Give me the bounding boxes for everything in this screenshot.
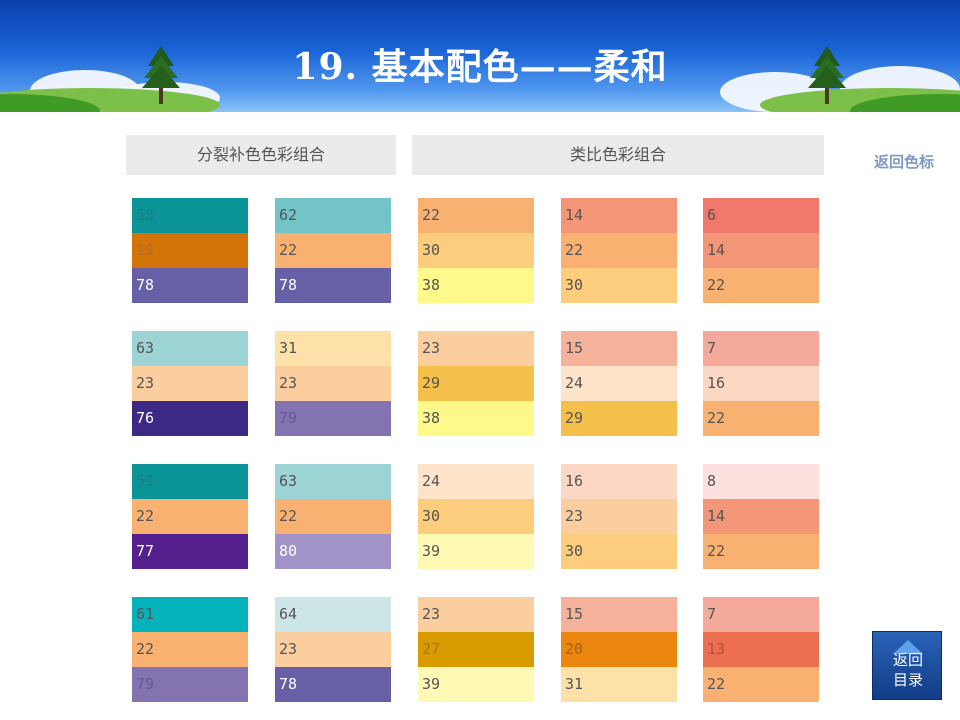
- color-swatch: 23: [418, 597, 534, 632]
- color-swatch: 31: [561, 667, 677, 702]
- color-palette: 14 22 30: [561, 198, 677, 303]
- color-palette: 24 30 39: [418, 464, 534, 569]
- color-swatch: 7: [703, 331, 819, 366]
- back-to-contents-button[interactable]: 返回 目录: [872, 631, 942, 700]
- color-swatch: 23: [275, 366, 391, 401]
- color-palette: 15 24 29: [561, 331, 677, 436]
- color-swatch: 22: [275, 499, 391, 534]
- color-swatch: 22: [418, 198, 534, 233]
- color-palette: 62 22 78: [275, 198, 391, 303]
- color-swatch: 39: [418, 667, 534, 702]
- color-palette: 15 20 31: [561, 597, 677, 702]
- color-swatch: 14: [561, 198, 677, 233]
- color-swatch: 39: [418, 534, 534, 569]
- tree-icon: [142, 46, 180, 104]
- color-swatch: 78: [275, 667, 391, 702]
- color-swatch: 78: [132, 268, 248, 303]
- color-palette: 8 14 22: [703, 464, 819, 569]
- color-palette: 6 14 22: [703, 198, 819, 303]
- color-swatch: 15: [561, 597, 677, 632]
- color-palette: 23 29 38: [418, 331, 534, 436]
- color-swatch: 8: [703, 464, 819, 499]
- hill: [0, 94, 100, 112]
- color-swatch: 14: [703, 499, 819, 534]
- color-swatch: 30: [561, 268, 677, 303]
- home-arrow-icon: [893, 640, 923, 654]
- color-swatch: 63: [275, 464, 391, 499]
- color-palette: 7 16 22: [703, 331, 819, 436]
- color-swatch: 79: [275, 401, 391, 436]
- color-swatch: 22: [703, 268, 819, 303]
- color-swatch: 59: [132, 464, 248, 499]
- color-palette: 22 30 38: [418, 198, 534, 303]
- color-swatch: 30: [418, 233, 534, 268]
- color-swatch: 58: [132, 198, 248, 233]
- color-swatch: 79: [132, 667, 248, 702]
- color-swatch: 29: [561, 401, 677, 436]
- analogous-header: 类比色彩组合: [412, 135, 824, 175]
- color-swatch: 23: [132, 366, 248, 401]
- color-swatch: 22: [132, 632, 248, 667]
- color-palette: 23 27 39: [418, 597, 534, 702]
- color-swatch: 30: [418, 499, 534, 534]
- back-to-contents-line2: 目录: [892, 671, 923, 689]
- color-swatch: 22: [703, 401, 819, 436]
- color-swatch: 80: [275, 534, 391, 569]
- color-swatch: 24: [561, 366, 677, 401]
- color-swatch: 16: [703, 366, 819, 401]
- color-swatch: 14: [703, 233, 819, 268]
- color-swatch: 38: [418, 401, 534, 436]
- back-to-color-index-link[interactable]: 返回色标: [874, 153, 935, 171]
- color-swatch: 38: [418, 268, 534, 303]
- slide-title: 19. 基本配色——柔和: [292, 46, 668, 88]
- color-swatch: 15: [561, 331, 677, 366]
- color-swatch: 77: [132, 534, 248, 569]
- color-swatch: 24: [418, 464, 534, 499]
- color-swatch: 23: [561, 499, 677, 534]
- color-swatch: 31: [275, 331, 391, 366]
- tree-icon: [808, 46, 846, 104]
- color-palette: 63 23 76: [132, 331, 248, 436]
- color-swatch: 27: [418, 632, 534, 667]
- color-palette: 7 13 22: [703, 597, 819, 702]
- color-swatch: 63: [132, 331, 248, 366]
- color-swatch: 76: [132, 401, 248, 436]
- color-palette: 61 22 79: [132, 597, 248, 702]
- color-palette: 59 22 77: [132, 464, 248, 569]
- title-banner: 19. 基本配色——柔和: [0, 0, 960, 112]
- color-swatch: 29: [418, 366, 534, 401]
- color-swatch: 22: [561, 233, 677, 268]
- color-palette: 31 23 79: [275, 331, 391, 436]
- color-swatch: 22: [703, 667, 819, 702]
- color-palette: 64 23 78: [275, 597, 391, 702]
- color-palette: 58 19 78: [132, 198, 248, 303]
- color-swatch: 19: [132, 233, 248, 268]
- color-swatch: 16: [561, 464, 677, 499]
- color-palette: 63 22 80: [275, 464, 391, 569]
- color-swatch: 23: [418, 331, 534, 366]
- split-complementary-header: 分裂补色色彩组合: [126, 135, 396, 175]
- color-palette: 16 23 30: [561, 464, 677, 569]
- color-swatch: 62: [275, 198, 391, 233]
- color-swatch: 78: [275, 268, 391, 303]
- color-swatch: 30: [561, 534, 677, 569]
- color-swatch: 22: [132, 499, 248, 534]
- back-to-contents-line1: 返回: [892, 651, 923, 669]
- color-swatch: 22: [275, 233, 391, 268]
- color-swatch: 23: [275, 632, 391, 667]
- color-swatch: 13: [703, 632, 819, 667]
- hill: [850, 94, 960, 112]
- color-swatch: 22: [703, 534, 819, 569]
- color-swatch: 7: [703, 597, 819, 632]
- color-swatch: 61: [132, 597, 248, 632]
- color-swatch: 6: [703, 198, 819, 233]
- color-swatch: 64: [275, 597, 391, 632]
- color-swatch: 20: [561, 632, 677, 667]
